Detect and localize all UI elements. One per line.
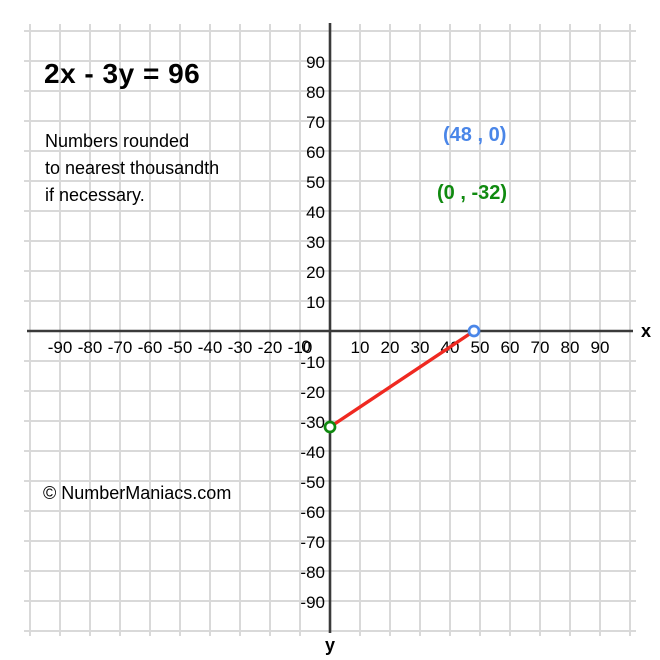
y-tick-label: -60 xyxy=(300,503,325,522)
rounding-note-line-2: to nearest thousandth xyxy=(45,158,220,178)
x-tick-label: -30 xyxy=(228,338,253,357)
y-tick-label: -80 xyxy=(300,563,325,582)
line-segment xyxy=(329,329,475,429)
y-tick-label: 40 xyxy=(306,203,325,222)
x-tick-label: 90 xyxy=(591,338,610,357)
equation-title: 2x - 3y = 96 xyxy=(44,58,201,89)
rounding-note-line-3: if necessary. xyxy=(45,185,145,205)
x-tick-label: 10 xyxy=(351,338,370,357)
y-tick-label: 70 xyxy=(306,113,325,132)
y-tick-label: 20 xyxy=(306,263,325,282)
x-tick-label: 80 xyxy=(561,338,580,357)
y-tick-label: 10 xyxy=(306,293,325,312)
x-tick-label: -10 xyxy=(288,338,313,357)
x-tick-label: 70 xyxy=(531,338,550,357)
rounding-note-line-1: Numbers rounded xyxy=(45,131,190,151)
y-intercept-marker xyxy=(323,420,337,434)
y-tick-label: 30 xyxy=(306,233,325,252)
x-intercept-marker xyxy=(467,324,481,338)
y-axis-letter: y xyxy=(325,635,335,655)
x-tick-label: -40 xyxy=(198,338,223,357)
y-tick-label: 50 xyxy=(306,173,325,192)
x-tick-label: -80 xyxy=(78,338,103,357)
watermark: © NumberManiacs.com xyxy=(43,483,232,503)
origin-tick-label: 0 xyxy=(301,337,310,356)
x-tick-label: -90 xyxy=(48,338,73,357)
rounding-note: Numbers rounded to nearest thousandth if… xyxy=(45,128,219,209)
y-tick-label: -20 xyxy=(300,383,325,402)
x-tick-label: -20 xyxy=(258,338,283,357)
y-tick-label: -50 xyxy=(300,473,325,492)
x-tick-label: -60 xyxy=(138,338,163,357)
y-tick-label: 60 xyxy=(306,143,325,162)
y-tick-label: -90 xyxy=(300,593,325,612)
tick-labels: -90 -80 -70 -60 -50 -40 -30 -20 -10 10 20 30 40 50 60 7… xyxy=(48,53,610,612)
y-tick-label: -10 xyxy=(300,353,325,372)
x-tick-label: -70 xyxy=(108,338,133,357)
x-tick-label: -50 xyxy=(168,338,193,357)
x-tick-label: 50 xyxy=(471,338,490,357)
y-tick-label: -70 xyxy=(300,533,325,552)
x-tick-label: 60 xyxy=(501,338,520,357)
x-axis-letter: x xyxy=(641,321,651,341)
y-intercept-label: (0 , -32) xyxy=(437,182,508,204)
y-tick-label: 80 xyxy=(306,83,325,102)
x-intercept-label: (48 , 0) xyxy=(443,124,507,146)
x-tick-label: 20 xyxy=(381,338,400,357)
axes xyxy=(27,23,633,633)
y-tick-label: 90 xyxy=(306,53,325,72)
y-tick-label: -30 xyxy=(300,413,325,432)
x-tick-label: 30 xyxy=(411,338,430,357)
y-tick-label: -40 xyxy=(300,443,325,462)
